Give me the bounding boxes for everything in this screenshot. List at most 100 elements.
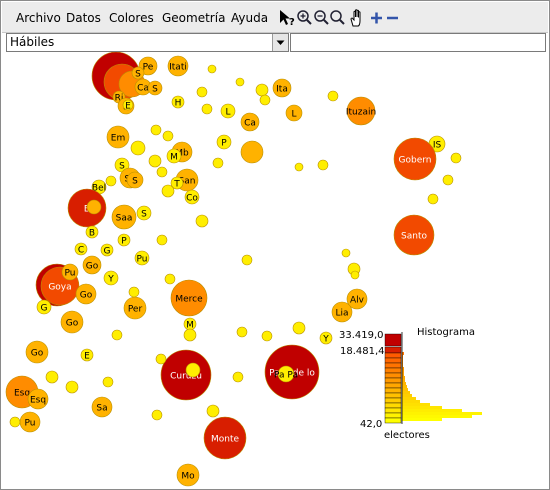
region-circle[interactable] <box>350 270 360 280</box>
region-circle[interactable] <box>160 349 212 401</box>
region-circle[interactable] <box>111 329 123 341</box>
region-circle[interactable] <box>212 157 224 169</box>
region-circle[interactable] <box>156 234 168 246</box>
region-circle[interactable] <box>232 371 244 383</box>
menu-colores[interactable]: Colores <box>109 11 154 25</box>
region-circle[interactable] <box>285 104 303 122</box>
region-circle[interactable] <box>259 94 271 106</box>
zoom-out-icon[interactable] <box>313 7 331 29</box>
region-circle[interactable] <box>45 370 59 384</box>
region-circle[interactable] <box>272 78 292 98</box>
region-circle[interactable] <box>100 243 114 257</box>
region-circle[interactable] <box>450 152 462 164</box>
region-circle[interactable] <box>74 242 88 256</box>
region-circle[interactable] <box>117 233 131 247</box>
region-circle[interactable] <box>75 283 97 305</box>
region-circle[interactable] <box>317 159 329 171</box>
region-circle[interactable] <box>195 214 209 228</box>
region-circle[interactable] <box>91 396 113 418</box>
region-circle[interactable] <box>319 331 333 345</box>
region-circle[interactable] <box>134 250 150 266</box>
region-circle[interactable] <box>105 175 117 187</box>
region-circle[interactable] <box>122 99 134 111</box>
zoom-in-icon[interactable] <box>296 7 314 29</box>
region-circle[interactable] <box>156 166 168 178</box>
menu-geometria[interactable]: Geometría <box>162 11 226 25</box>
region-circle[interactable] <box>65 380 79 394</box>
region-circle[interactable] <box>201 103 213 115</box>
region-circle[interactable] <box>261 330 273 342</box>
region-circle[interactable] <box>393 137 437 181</box>
region-circle[interactable] <box>346 288 368 310</box>
region-circle[interactable] <box>203 416 247 460</box>
region-circle[interactable] <box>171 95 185 109</box>
search-input[interactable] <box>290 33 546 52</box>
region-circle[interactable] <box>27 388 49 410</box>
region-circle[interactable] <box>327 90 339 102</box>
region-circle[interactable] <box>196 86 208 98</box>
region-circle[interactable] <box>393 214 435 256</box>
plus-icon[interactable] <box>368 7 386 29</box>
region-circle[interactable] <box>170 279 208 317</box>
region-circle[interactable] <box>155 353 167 365</box>
region-circle[interactable] <box>85 225 99 239</box>
region-circle[interactable] <box>102 376 114 388</box>
region-circle[interactable] <box>255 83 269 97</box>
region-circle[interactable] <box>166 148 182 164</box>
dropdown-button[interactable] <box>272 34 288 51</box>
region-circle[interactable] <box>136 205 152 221</box>
region-circle[interactable] <box>241 254 253 266</box>
region-circle[interactable] <box>331 301 353 323</box>
menu-ayuda[interactable]: Ayuda <box>231 11 269 25</box>
cartogram-map[interactable]: PeItatiSRiCaSESHItaItuzainLCaLEmMbPISSMG… <box>2 52 548 488</box>
region-circle[interactable] <box>176 463 200 487</box>
region-circle[interactable] <box>185 362 201 378</box>
region-circle[interactable] <box>442 174 454 186</box>
menu-datos[interactable]: Datos <box>66 11 101 25</box>
region-circle[interactable] <box>292 321 306 335</box>
region-circle[interactable] <box>151 409 163 421</box>
region-circle[interactable] <box>235 77 245 87</box>
region-circle[interactable] <box>82 255 102 275</box>
region-circle[interactable] <box>25 340 49 364</box>
region-circle[interactable] <box>60 310 84 334</box>
region-circle[interactable] <box>220 103 236 119</box>
region-circle[interactable] <box>126 171 144 189</box>
region-circle[interactable] <box>86 199 102 215</box>
region-circle[interactable] <box>111 204 137 230</box>
region-circle[interactable] <box>130 140 146 156</box>
region-circle[interactable] <box>207 64 217 74</box>
region-circle[interactable] <box>170 176 184 190</box>
region-circle[interactable] <box>341 248 351 258</box>
region-circle[interactable] <box>206 404 220 418</box>
region-circle[interactable] <box>240 140 264 164</box>
zoom-icon[interactable] <box>329 7 347 29</box>
region-circle[interactable] <box>167 55 189 77</box>
region-circle[interactable] <box>294 162 304 172</box>
region-circle[interactable] <box>103 270 119 286</box>
region-circle[interactable] <box>162 130 174 142</box>
region-circle[interactable] <box>36 299 52 315</box>
pointer-help-icon[interactable]: ? <box>278 7 296 29</box>
region-circle[interactable] <box>277 365 295 383</box>
region-circle[interactable] <box>61 263 79 281</box>
minus-icon[interactable] <box>384 7 402 29</box>
region-circle[interactable] <box>164 273 176 285</box>
pan-hand-icon[interactable] <box>348 7 366 29</box>
menu-archivo[interactable]: Archivo <box>16 11 61 25</box>
region-circle[interactable] <box>106 125 130 149</box>
region-circle[interactable] <box>240 112 260 132</box>
region-circle[interactable] <box>216 134 232 150</box>
region-circle[interactable] <box>131 66 145 80</box>
region-circle[interactable] <box>148 154 162 168</box>
region-circle[interactable] <box>9 416 21 428</box>
region-circle[interactable] <box>80 348 94 362</box>
region-circle[interactable] <box>183 328 197 342</box>
region-circle[interactable] <box>346 96 376 126</box>
region-circle[interactable] <box>184 189 200 205</box>
region-circle[interactable] <box>236 326 248 338</box>
region-circle[interactable] <box>427 193 439 205</box>
region-circle[interactable] <box>128 286 140 298</box>
variable-select[interactable]: Hábiles <box>6 33 289 52</box>
region-circle[interactable] <box>150 124 162 136</box>
